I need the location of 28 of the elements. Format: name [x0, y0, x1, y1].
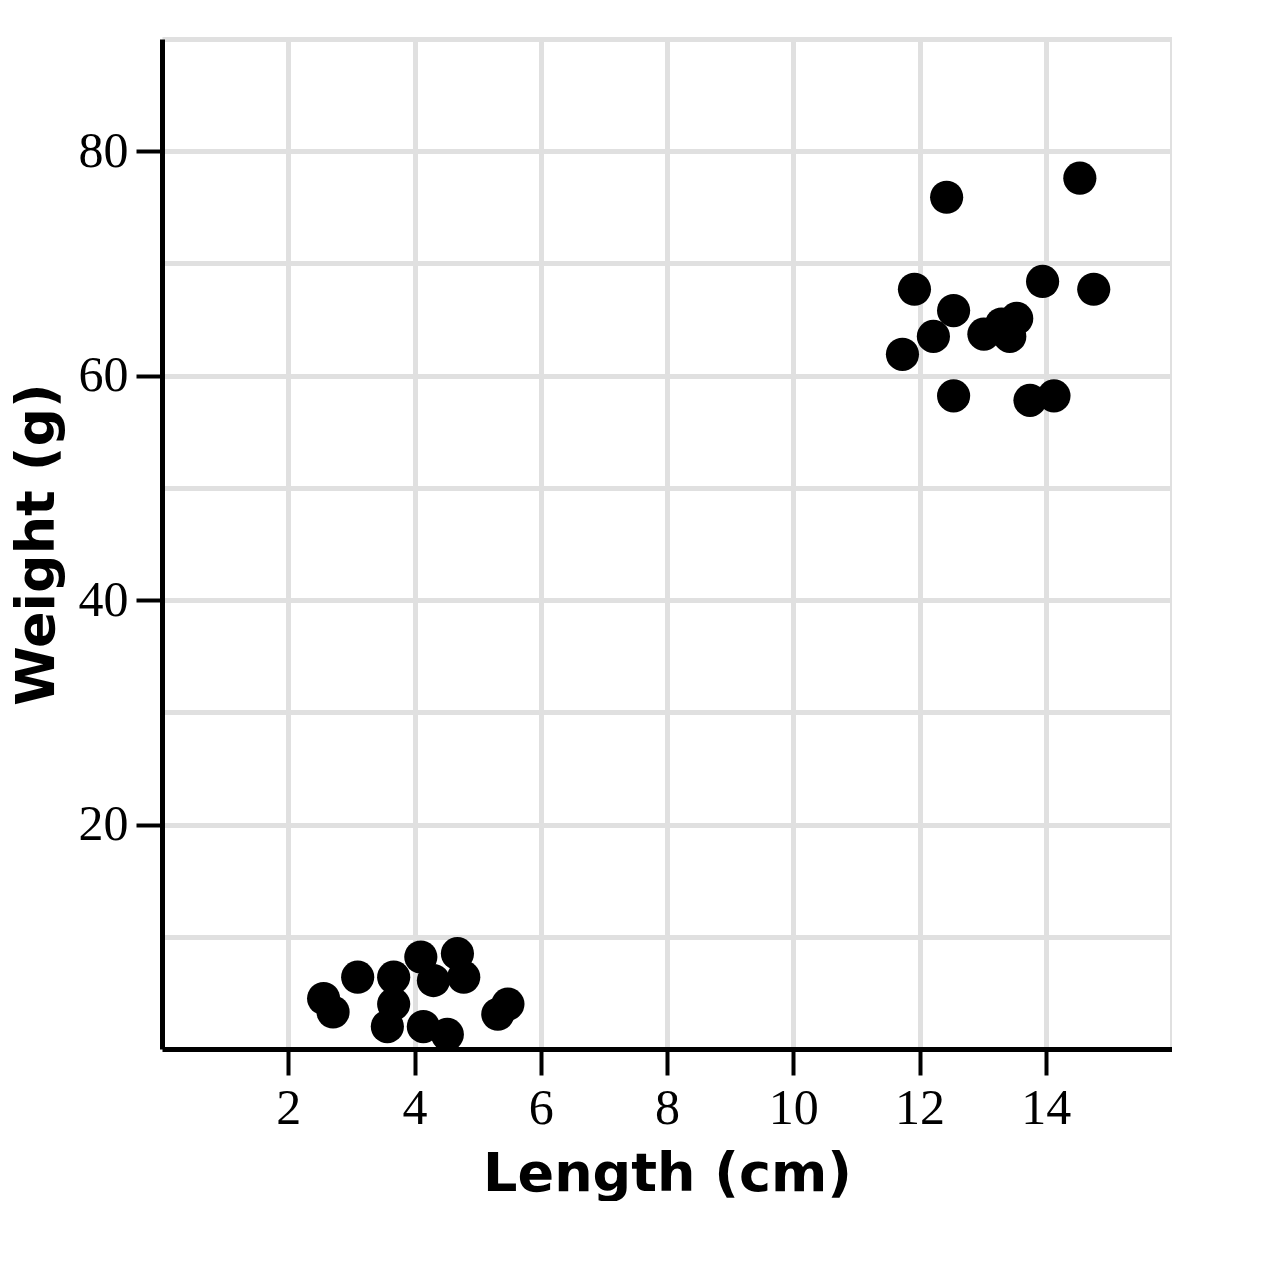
y-axis-title: Weight (g)	[3, 383, 67, 706]
point	[341, 960, 375, 994]
y-tick-label: 20	[78, 795, 129, 852]
y-tick-label: 40	[78, 570, 129, 627]
x-tick-label: 10	[768, 1078, 819, 1135]
point	[1063, 161, 1097, 195]
point	[1026, 264, 1060, 298]
x-tick-label: 8	[655, 1078, 680, 1135]
point	[885, 337, 920, 371]
x-tick-label: 12	[895, 1078, 945, 1135]
point	[937, 379, 971, 413]
point	[370, 1010, 404, 1044]
point	[897, 272, 932, 306]
y-tick-label: 80	[78, 121, 129, 178]
point	[316, 995, 350, 1029]
point	[937, 294, 971, 328]
x-tick-label: 2	[276, 1078, 302, 1135]
y-tick-label: 60	[78, 346, 129, 403]
x-tick-label: 4	[402, 1078, 428, 1135]
x-tick-label: 14	[1021, 1078, 1072, 1135]
point	[1037, 379, 1071, 413]
point	[447, 960, 481, 994]
point	[1077, 272, 1111, 306]
point	[491, 987, 525, 1021]
point	[930, 180, 964, 214]
x-tick-label: 6	[528, 1078, 554, 1135]
point	[416, 963, 451, 998]
point	[916, 319, 950, 353]
